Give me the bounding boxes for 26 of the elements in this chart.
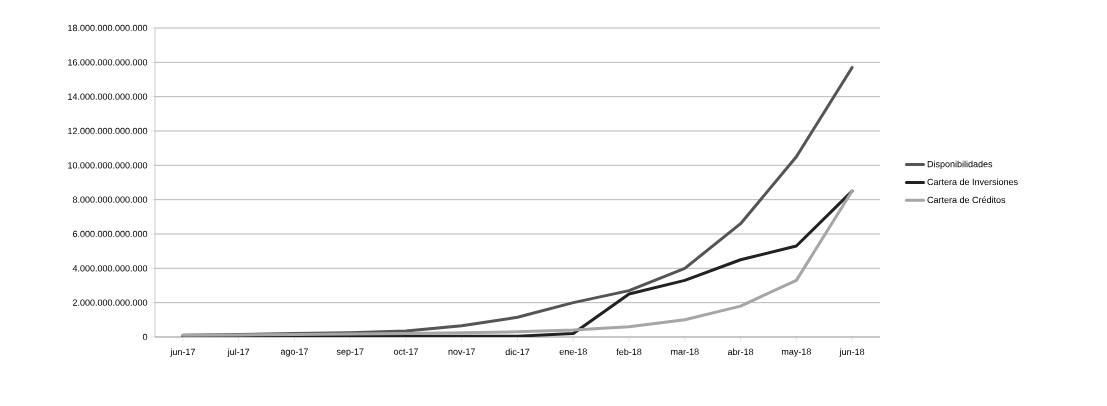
y-tick-label: 12.000.000.000.000: [68, 127, 148, 135]
x-tick-label: ago-17: [280, 348, 308, 357]
x-tick-label: sep-17: [336, 348, 364, 357]
x-tick-label: abr-18: [727, 348, 754, 356]
y-tick-label: 14.000.000.000.000: [68, 93, 148, 100]
y-tick-label: 0: [142, 333, 148, 341]
x-tick-label: nov-17: [448, 348, 476, 355]
legend-label: Disponibilidades: [927, 160, 993, 170]
x-tick-label: jun-17: [170, 348, 195, 357]
legend-label: Cartera de Créditos: [927, 196, 1006, 204]
y-tick-label: 6.000.000.000.000: [72, 230, 148, 238]
x-tick-label: jul-17: [227, 348, 250, 357]
y-tick-label: 2.000.000.000.000: [72, 299, 148, 306]
y-tick-label: 18.000.000.000.000: [68, 24, 148, 32]
x-tick-label: dic-17: [505, 348, 530, 356]
y-tick-label: 8.000.000.000.000: [72, 196, 148, 203]
y-tick-label: 10.000.000.000.000: [68, 162, 148, 169]
x-tick-label: mar-18: [671, 348, 699, 355]
x-tick-label: feb-18: [616, 348, 642, 356]
x-tick-label: oct-17: [393, 348, 419, 355]
legend-label: Cartera de Inversiones: [927, 178, 1018, 186]
x-tick-label: ene-18: [559, 348, 587, 355]
x-tick-label: jun-18: [839, 348, 865, 357]
x-tick-label: may-18: [781, 348, 811, 357]
y-tick-label: 16.000.000.000.000: [68, 59, 148, 66]
y-tick-label: 4.000.000.000.000: [72, 265, 148, 272]
